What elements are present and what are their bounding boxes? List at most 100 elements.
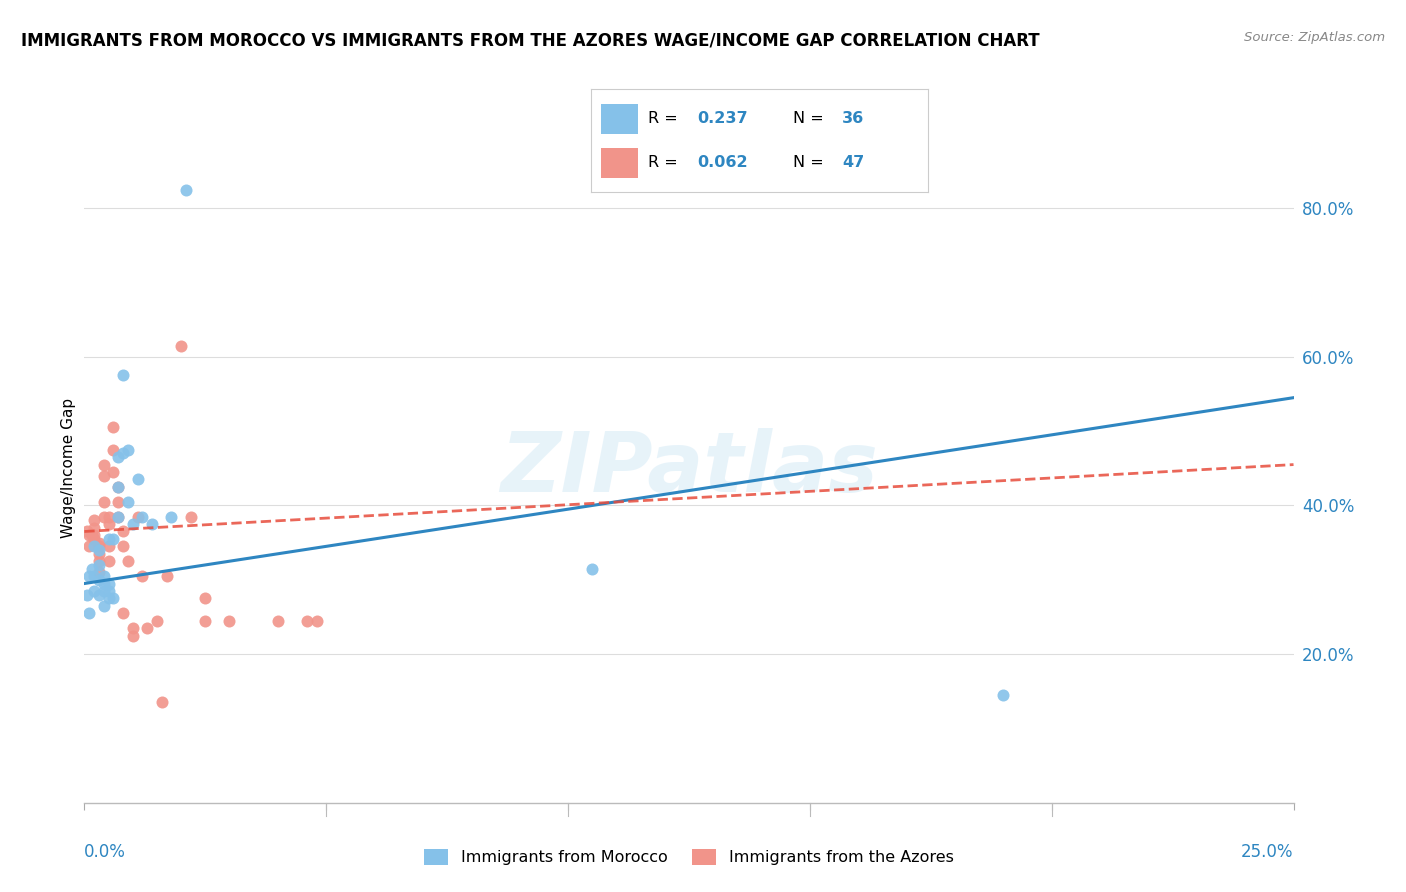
Text: R =: R = [648,111,683,126]
Point [107,494,129,508]
Point [93,494,115,508]
Point [93,468,115,483]
Legend: Immigrants from Morocco, Immigrants from the Azores: Immigrants from Morocco, Immigrants from… [418,842,960,871]
Point [127,473,149,487]
Point [218,614,240,628]
Point [131,569,153,583]
Point [174,183,197,197]
Point [97,532,120,546]
Point [97,591,120,606]
Point [83,584,105,599]
Point [103,420,125,434]
Point [112,446,135,460]
Text: 0.0%: 0.0% [84,843,127,861]
Point [160,509,183,524]
Point [83,569,105,583]
Point [97,517,120,532]
Point [87,547,110,561]
Point [993,688,1015,702]
Point [136,621,159,635]
Point [87,558,110,572]
Text: N =: N = [793,155,830,170]
Point [121,628,143,642]
Point [581,562,603,576]
Point [112,607,135,621]
Point [127,509,149,524]
Point [146,614,169,628]
Point [112,539,135,553]
Point [93,576,115,591]
Point [83,513,105,527]
Point [103,532,125,546]
Point [107,509,129,524]
Point [107,480,129,494]
Point [131,509,153,524]
Point [77,607,100,621]
Text: ZIPatlas: ZIPatlas [501,428,877,508]
Point [87,543,110,558]
Point [295,614,318,628]
Point [117,442,139,457]
Point [112,524,135,539]
Bar [600,148,638,178]
Point [87,535,110,549]
Point [93,458,115,472]
Point [80,562,103,576]
Point [117,554,139,568]
Point [87,566,110,580]
Point [141,517,163,532]
Text: 36: 36 [842,111,865,126]
Bar [600,103,638,135]
Point [305,614,328,628]
Point [97,539,120,553]
Point [87,539,110,553]
Point [107,450,129,465]
Point [107,480,129,494]
Text: R =: R = [648,155,683,170]
Point [87,573,110,587]
Point [103,442,125,457]
Point [112,368,135,383]
Point [80,528,103,542]
Point [97,576,120,591]
Point [103,465,125,479]
Point [76,588,98,602]
Point [77,528,100,542]
Text: 0.237: 0.237 [697,111,748,126]
Point [97,509,120,524]
Point [93,584,115,599]
Point [93,509,115,524]
Text: N =: N = [793,111,830,126]
Y-axis label: Wage/Income Gap: Wage/Income Gap [60,398,76,539]
Point [83,539,105,553]
Point [170,339,193,353]
Text: IMMIGRANTS FROM MOROCCO VS IMMIGRANTS FROM THE AZORES WAGE/INCOME GAP CORRELATIO: IMMIGRANTS FROM MOROCCO VS IMMIGRANTS FR… [21,31,1039,49]
Point [87,554,110,568]
Point [194,591,217,606]
Point [121,621,143,635]
Point [155,569,177,583]
Point [194,614,217,628]
Point [83,521,105,535]
Point [76,524,98,539]
Point [103,591,125,606]
Text: 47: 47 [842,155,865,170]
Point [77,569,100,583]
Point [93,599,115,613]
Point [97,554,120,568]
Text: Source: ZipAtlas.com: Source: ZipAtlas.com [1244,31,1385,45]
Point [117,494,139,508]
Point [150,696,173,710]
Text: 0.062: 0.062 [697,155,748,170]
Point [267,614,290,628]
Point [97,584,120,599]
Point [107,509,129,524]
Text: 25.0%: 25.0% [1241,843,1294,861]
Point [77,539,100,553]
Point [83,528,105,542]
Point [180,509,202,524]
Point [93,569,115,583]
Point [83,532,105,546]
Point [121,517,143,532]
Point [87,588,110,602]
